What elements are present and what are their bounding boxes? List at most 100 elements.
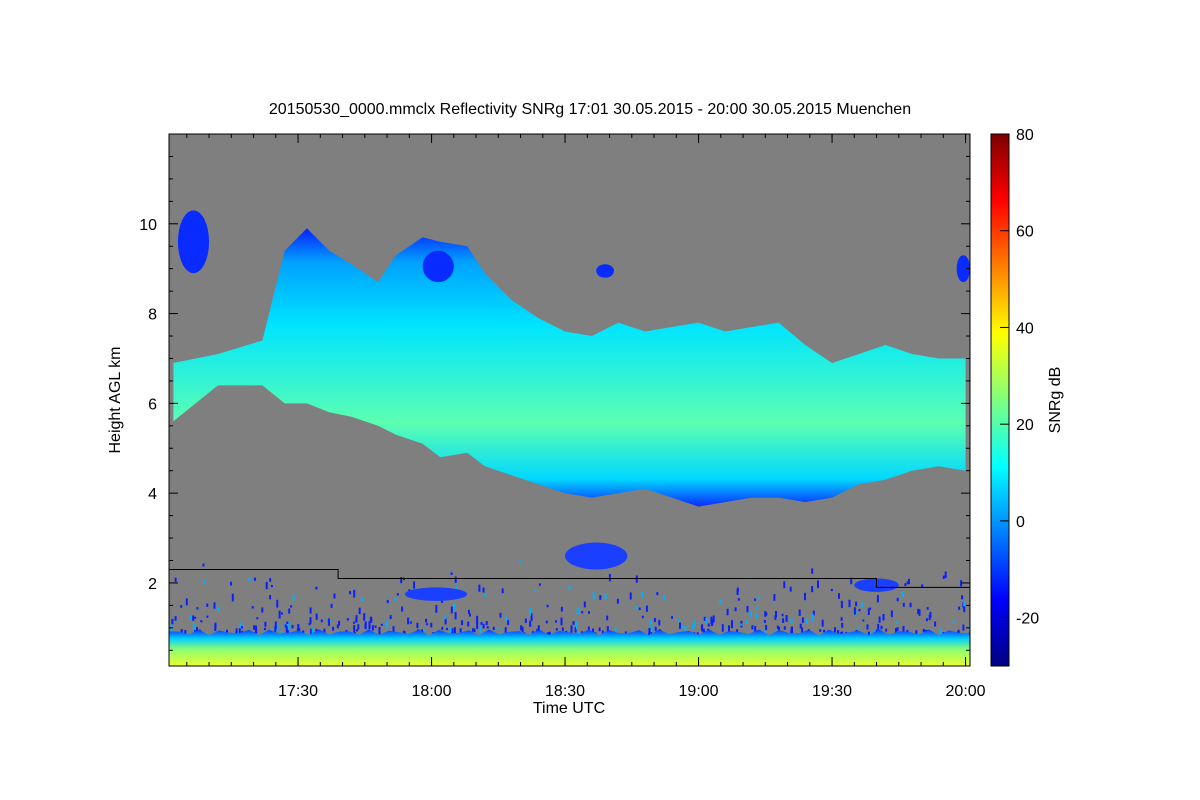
clutter-speck [869,607,872,610]
clutter-speck [333,593,336,599]
colorbar: -20 0 20 40 60 80 SNRg dB [990,127,1064,667]
clutter-speck [529,607,531,616]
clutter-speck [853,607,856,615]
clutter-speck [374,625,377,628]
clutter-speck [805,618,808,625]
clutter-speck [587,626,590,631]
clutter-speck [421,629,424,633]
clutter-speck [952,620,955,624]
clutter-speck [370,617,373,623]
clutter-speck [763,620,766,623]
clutter-speck [357,624,360,630]
clutter-speck [251,606,254,609]
clutter-speck [858,608,861,612]
clutter-speck [454,612,457,620]
clutter-speck [315,628,318,632]
clutter-speck [799,623,802,629]
clutter-speck [253,625,255,630]
clutter-speck [309,607,312,614]
clutter-speck [572,621,575,625]
clutter-speck [570,625,573,633]
clutter-speck [248,577,251,582]
mid-echo [404,587,468,601]
clutter-speck [264,627,266,631]
clutter-speck [662,595,665,601]
clutter-speck [329,619,332,622]
clutter-speck [336,624,339,629]
clutter-speck [924,629,927,633]
clutter-speck [206,603,209,607]
clutter-speck [939,628,942,636]
clutter-speck [560,617,563,626]
clutter-speck [701,624,704,632]
clutter-speck [963,606,966,613]
clutter-speck [736,629,739,633]
clutter-speck [358,607,361,615]
clutter-speck [473,628,476,633]
clutter-speck [624,631,627,635]
clutter-speck [790,618,793,624]
clutter-speck [755,612,758,619]
clutter-speck [746,605,749,613]
clutter-speck [288,608,291,614]
clutter-speck [392,626,395,633]
clutter-speck [261,607,264,613]
clutter-speck [922,628,925,633]
clutter-speck [485,621,488,626]
clutter-speck [568,585,571,591]
clutter-speck [213,602,216,609]
clutter-speck [737,598,740,601]
clutter-speck [501,588,504,594]
clutter-speck [812,610,815,616]
clutter-speck [380,623,383,626]
clutter-speck [877,623,880,630]
clutter-speck [574,627,577,633]
clutter-speck [867,608,870,615]
mid-echo [565,542,628,570]
clutter-speck [555,628,558,631]
clutter-speck [408,589,411,593]
chart-title: 20150530_0000.mmclx Reflectivity SNRg 17… [269,101,911,118]
clutter-speck [635,605,638,610]
clutter-speck [413,581,416,589]
clutter-speck [203,580,206,585]
clutter-speck [441,626,444,630]
clutter-speck [866,624,869,630]
clutter-speck [276,599,279,608]
clutter-speck [280,630,283,636]
clutter-speck [482,587,485,593]
clutter-speck [728,625,730,633]
clutter-speck [521,626,524,632]
clutter-speck [327,618,330,626]
clutter-speck [386,620,389,629]
clutter-speck [423,629,425,632]
clutter-speck [638,607,641,611]
clutter-speck [479,626,482,634]
clutter-speck [577,631,579,636]
clutter-speck [934,621,937,627]
clutter-speck [192,615,195,621]
clutter-speck [537,625,540,631]
clutter-speck [269,578,272,582]
mid-level-echoes [404,542,899,601]
clutter-speck [378,627,381,635]
clutter-speck [773,594,776,601]
colorbar-tick-label: 20 [1016,417,1034,434]
clutter-speck [524,618,527,623]
clutter-speck [878,616,881,623]
clutter-speck [426,623,429,626]
clutter-speck [629,592,632,600]
clutter-speck [455,586,458,592]
clutter-speck [297,624,300,630]
clutter-speck [837,630,840,637]
colorbar-tick-label: 80 [1016,127,1034,144]
y-tick-label: 2 [148,576,157,593]
clutter-speck [276,624,279,632]
clutter-speck [840,617,843,621]
clutter-speck [942,575,945,579]
clutter-speck [962,624,965,631]
clutter-speck [530,613,533,621]
clutter-speck [641,615,644,619]
clutter-speck [291,624,294,629]
clutter-speck [575,621,578,630]
